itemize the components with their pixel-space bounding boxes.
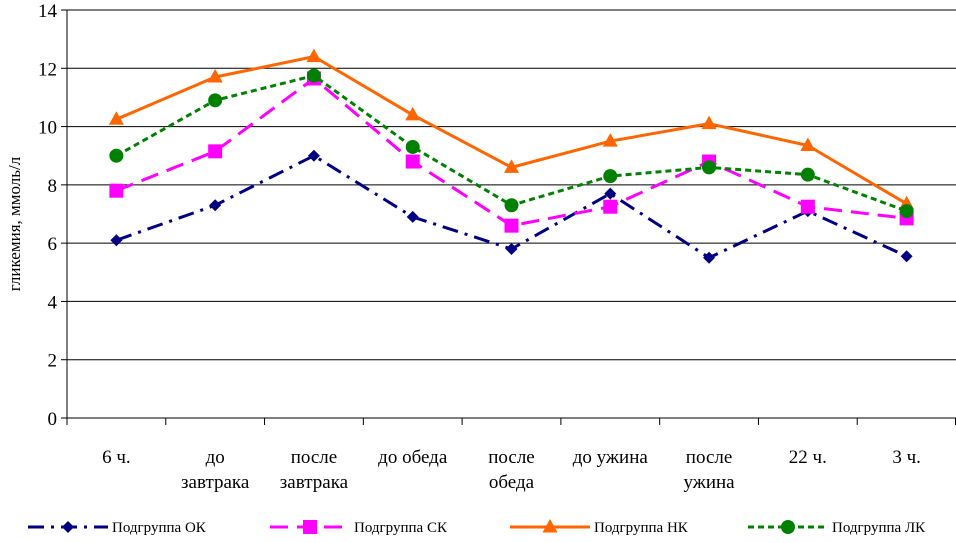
data-point [110, 234, 123, 247]
gridlines [67, 9, 956, 361]
series-1 [110, 149, 913, 264]
y-tick-label: 12 [38, 59, 57, 80]
data-point [109, 148, 124, 163]
x-tick-label: 3 ч. [892, 447, 921, 468]
data-point [800, 167, 815, 182]
legend-label: Подгруппа СК [354, 520, 448, 536]
legend-marker [781, 520, 795, 534]
y-tick-label: 0 [48, 409, 58, 430]
data-point [307, 149, 320, 162]
legend-marker [303, 520, 317, 534]
data-point [405, 106, 421, 121]
data-point [900, 250, 913, 263]
legend-item: Подгруппа СК [270, 520, 448, 536]
data-point [899, 204, 914, 219]
data-point [603, 199, 618, 214]
x-tick-label: после [291, 447, 338, 468]
data-point [108, 111, 124, 125]
x-tick-label: 22 ч. [789, 447, 827, 468]
y-tick-label: 6 [48, 234, 58, 255]
x-tick-label: после [686, 447, 733, 468]
data-point [703, 251, 716, 264]
x-tick-label: ужина [683, 472, 735, 493]
data-point [505, 242, 518, 255]
legend-item: Подгруппа НК [510, 519, 689, 536]
data-point [207, 69, 223, 83]
data-point [504, 218, 519, 233]
x-tick-label: завтрака [181, 472, 250, 493]
legend-item: Подгруппа ЛК [748, 520, 926, 536]
data-point [504, 198, 519, 213]
x-tick-label: обеда [489, 472, 535, 493]
legend-label: Подгруппа НК [594, 520, 689, 536]
y-tick-label: 2 [48, 351, 58, 372]
data-point [800, 199, 815, 214]
legend: Подгруппа ОК Подгруппа СК Подгруппа НК Подг… [28, 519, 926, 536]
data-point [603, 169, 618, 184]
x-tick-label: 6 ч. [102, 447, 131, 468]
data-point [306, 48, 322, 63]
x-tick-label: завтрака [280, 472, 349, 493]
data-point [209, 199, 222, 212]
data-point [504, 159, 519, 173]
y-axis-label: гликемия, ммоль/л [5, 156, 24, 291]
data-point [406, 210, 419, 223]
data-point [702, 160, 717, 175]
y-tick-label: 14 [38, 1, 58, 22]
legend-marker [62, 521, 74, 533]
series-group [108, 48, 915, 264]
series-line [115, 55, 908, 206]
legend-label: Подгруппа ЛК [832, 520, 926, 536]
data-point [109, 183, 124, 198]
legend-label: Подгруппа ОК [112, 520, 207, 536]
data-point [208, 144, 223, 159]
series-line [115, 74, 908, 213]
legend-marker [542, 519, 558, 533]
data-point [701, 115, 717, 130]
data-point [208, 93, 223, 108]
y-tick-label: 4 [48, 292, 58, 313]
series-4 [109, 68, 914, 219]
axes [61, 9, 956, 425]
data-point [602, 133, 618, 147]
x-tick-label: после [488, 447, 535, 468]
legend-item: Подгруппа ОК [28, 520, 207, 536]
x-tick-label: до обеда [378, 447, 448, 468]
x-tick-label: до [206, 447, 225, 468]
data-point [405, 154, 420, 169]
y-tick-label: 10 [38, 118, 57, 139]
data-point [604, 187, 617, 200]
data-point [800, 137, 816, 152]
x-tick-label: до ужина [573, 447, 649, 468]
data-point [405, 139, 420, 154]
labels: гликемия, ммоль/л 0 2 4 6 8 10 12 14 6 ч. до завтр… [5, 1, 921, 493]
data-point [306, 68, 321, 83]
y-tick-label: 8 [48, 176, 58, 197]
